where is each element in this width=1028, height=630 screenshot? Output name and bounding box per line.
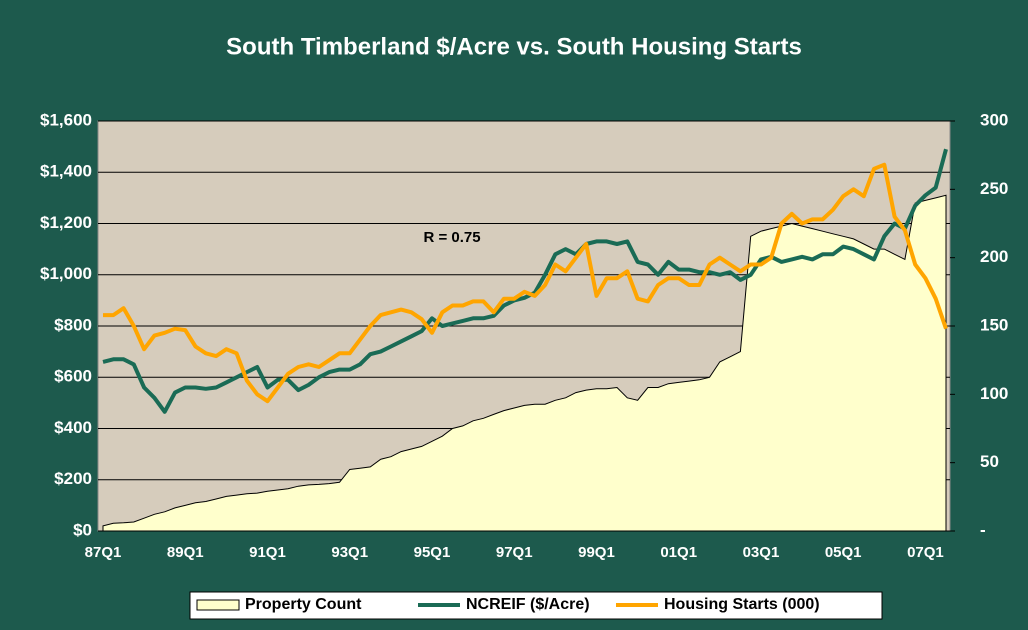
legend bbox=[189, 591, 883, 620]
chart-title: South Timberland $/Acre vs. South Housin… bbox=[226, 33, 802, 60]
x-tick-label: 91Q1 bbox=[249, 544, 286, 561]
y-tick-label: $1,400 bbox=[40, 162, 92, 181]
legend-label: Property Count bbox=[245, 596, 362, 613]
y2-tick-label: 150 bbox=[980, 315, 1008, 334]
x-tick-label: 93Q1 bbox=[331, 544, 368, 561]
x-tick-label: 99Q1 bbox=[578, 544, 615, 561]
y-tick-label: $600 bbox=[54, 367, 92, 386]
y-tick-label: $800 bbox=[54, 315, 92, 334]
y2-tick-label: 50 bbox=[980, 452, 999, 471]
y-tick-label: $400 bbox=[54, 418, 92, 437]
y-tick-label: $0 bbox=[73, 520, 92, 539]
y-tick-label: $1,000 bbox=[40, 264, 92, 283]
line bbox=[103, 162, 948, 404]
y2-tick-label: 250 bbox=[980, 179, 1008, 198]
x-tick-label: 87Q1 bbox=[85, 544, 122, 561]
legend-swatch bbox=[196, 599, 240, 611]
y-tick-label: $1,600 bbox=[40, 110, 92, 129]
legend-label: NCREIF ($/Acre) bbox=[466, 596, 590, 613]
y2-tick-label: - bbox=[980, 520, 986, 539]
x-tick-label: 89Q1 bbox=[167, 544, 204, 561]
annotation: R = 0.75 bbox=[423, 229, 480, 246]
y2-tick-label: 200 bbox=[980, 247, 1008, 266]
x-tick-label: 03Q1 bbox=[743, 544, 780, 561]
y-tick-label: $1,200 bbox=[40, 213, 92, 232]
x-tick-label: 01Q1 bbox=[660, 544, 697, 561]
y2-tick-label: 300 bbox=[980, 110, 1008, 129]
area bbox=[102, 194, 947, 532]
x-tick-label: 95Q1 bbox=[414, 544, 451, 561]
y-tick-label: $200 bbox=[54, 469, 92, 488]
x-tick-label: 07Q1 bbox=[907, 544, 944, 561]
y2-tick-label: 100 bbox=[980, 384, 1008, 403]
legend-label: Housing Starts (000) bbox=[664, 596, 820, 613]
x-tick-label: 97Q1 bbox=[496, 544, 533, 561]
x-tick-label: 05Q1 bbox=[825, 544, 862, 561]
